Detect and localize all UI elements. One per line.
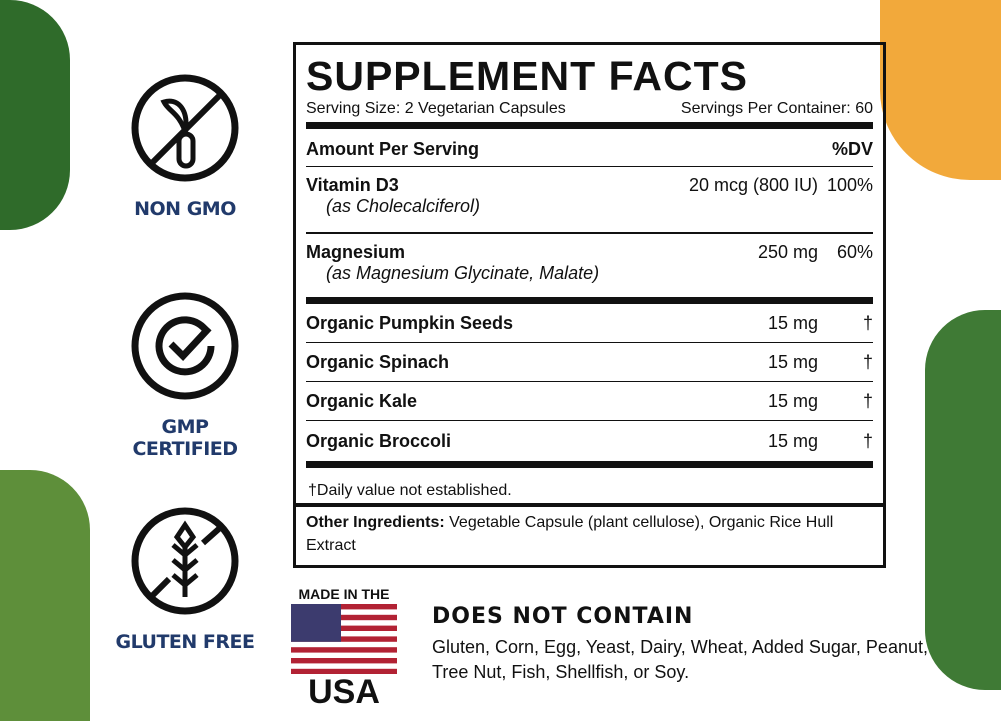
blend-row: Organic Broccoli 15 mg † (306, 421, 873, 461)
kale-image (0, 0, 70, 230)
badge-gluten-free: GLUTEN FREE (110, 505, 260, 653)
dv-header: %DV (831, 139, 873, 159)
nutrient-name: Vitamin D3 (306, 175, 399, 195)
supplement-facts-panel: SUPPLEMENT FACTS Serving Size: 2 Vegetar… (293, 42, 886, 568)
ingredient-name: Organic Broccoli (306, 430, 452, 451)
ingredient-amount: 15 mg (767, 390, 818, 411)
ingredient-amount: 15 mg (767, 312, 818, 333)
blend-row: Organic Spinach 15 mg † (306, 343, 873, 382)
nutrient-row: Vitamin D3 (as Cholecalciferol) 20 mcg (80… (306, 167, 873, 234)
spinach-image (925, 310, 1001, 690)
other-ingredients: Other Ingredients: Vegetable Capsule (pl… (306, 507, 853, 557)
usa-bottom-text: USA (308, 673, 380, 711)
no-wheat-icon (131, 507, 239, 615)
amount-header: Amount Per Serving (306, 139, 480, 159)
divider (306, 461, 873, 468)
ingredient-dv: † (862, 430, 873, 451)
badge-non-gmo: NON GMO (110, 72, 260, 220)
divider (306, 122, 873, 129)
does-not-contain-list: Gluten, Corn, Egg, Yeast, Dairy, Wheat, … (432, 637, 928, 682)
facts-title: SUPPLEMENT FACTS (306, 53, 748, 99)
checkmark-badge-icon (131, 292, 239, 400)
other-ingredients-label: Other Ingredients: (306, 514, 445, 531)
divider (306, 297, 873, 304)
nutrient-dv: 60% (836, 242, 873, 262)
badge-label: GLUTEN FREE (115, 631, 255, 653)
nutrient-name: Magnesium (306, 242, 406, 262)
ingredient-name: Organic Spinach (306, 351, 450, 372)
ingredient-name: Organic Kale (306, 390, 418, 411)
does-not-contain: DOES NOT CONTAIN Gluten, Corn, Egg, Yeas… (432, 604, 962, 685)
nutrient-dv: 100% (826, 175, 873, 195)
usa-top-text: MADE IN THE (298, 586, 390, 602)
made-in-usa-logo: MADE IN THE USA (291, 586, 397, 710)
us-flag-icon (291, 604, 397, 674)
servings-per-container: Servings Per Container: 60 (680, 100, 873, 117)
ingredient-amount: 15 mg (767, 351, 818, 372)
pumpkin-image (880, 0, 1001, 180)
does-not-contain-title: DOES NOT CONTAIN (432, 604, 694, 629)
footnote: †Daily value not established. (296, 468, 883, 507)
badge-label: GMP CERTIFIED (132, 416, 238, 460)
ingredient-dv: † (862, 312, 873, 333)
ingredient-name: Organic Pumpkin Seeds (306, 312, 514, 333)
serving-size: Serving Size: 2 Vegetarian Capsules (306, 100, 566, 117)
ingredient-dv: † (862, 351, 873, 372)
nutrient-source: (as Cholecalciferol) (326, 196, 481, 216)
blend-row: Organic Pumpkin Seeds 15 mg † (306, 304, 873, 343)
non-gmo-icon (131, 74, 239, 182)
other-ingredients-text: Vegetable Capsule (plant cellulose), Org… (306, 514, 834, 554)
badge-gmp-certified: GMP CERTIFIED (110, 290, 260, 460)
ingredient-amount: 15 mg (767, 430, 818, 451)
blend-row: Organic Kale 15 mg † (306, 382, 873, 421)
badge-label: NON GMO (134, 198, 236, 220)
broccoli-image (0, 470, 90, 721)
ingredient-dv: † (862, 390, 873, 411)
nutrient-amount: 20 mcg (800 IU) (688, 175, 818, 195)
nutrient-source: (as Magnesium Glycinate, Malate) (326, 263, 600, 283)
nutrient-row: Magnesium (as Magnesium Glycinate, Malate… (306, 234, 873, 297)
nutrient-amount: 250 mg (757, 242, 818, 262)
